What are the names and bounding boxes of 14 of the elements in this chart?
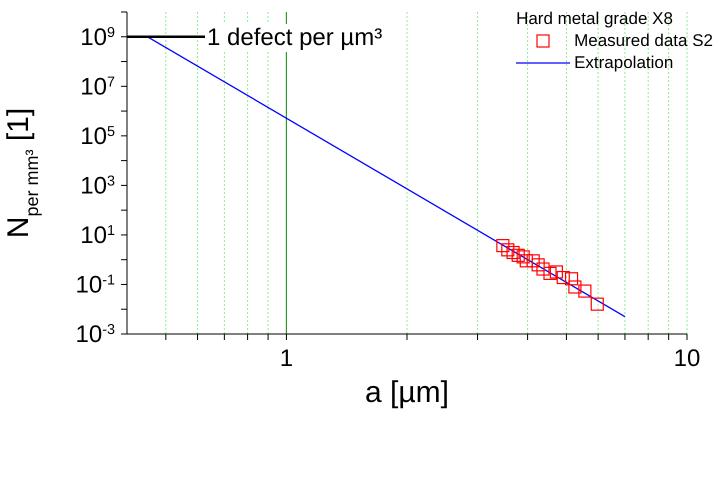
y-tick-label: 10$^{9}$ bbox=[80, 24, 115, 51]
y-tick-label: 10$^{3}$ bbox=[80, 172, 115, 200]
y-tick-label: 10$^{-1}$ bbox=[76, 271, 115, 298]
legend-label: Extrapolation bbox=[574, 52, 674, 74]
x-tick-label: 10 bbox=[674, 345, 700, 372]
y-tick-label: 10$^{-3}$ bbox=[76, 321, 115, 348]
x-tick-label: 1 bbox=[280, 345, 294, 372]
y-tick-label: 10$^{5}$ bbox=[80, 122, 115, 150]
y-tick-label: 10$^{1}$ bbox=[80, 222, 115, 249]
legend-label: Measured data S2 bbox=[574, 30, 713, 52]
legend-title: Hard metal grade X8 bbox=[516, 8, 674, 30]
x-axis-title: a [µm] bbox=[365, 376, 449, 409]
annotation: 1 defect per µm³ bbox=[205, 24, 384, 52]
y-tick-label: 10$^{7}$ bbox=[80, 73, 115, 100]
